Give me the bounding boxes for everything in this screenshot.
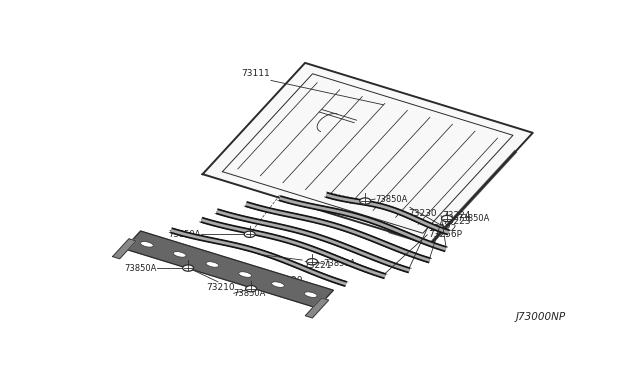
Polygon shape [113,239,136,259]
Text: 73222: 73222 [428,224,456,233]
Text: 73220: 73220 [275,276,303,285]
Text: 73111: 73111 [242,70,271,78]
Ellipse shape [304,292,317,297]
Polygon shape [203,63,532,244]
Text: 73850A: 73850A [169,230,201,239]
Text: 73850A: 73850A [234,289,266,298]
Ellipse shape [239,272,252,277]
Circle shape [182,265,193,271]
Text: 73850A: 73850A [457,214,490,223]
Ellipse shape [173,251,186,257]
Text: 73256P: 73256P [428,230,462,239]
Text: 73221: 73221 [303,261,332,270]
Ellipse shape [141,241,154,247]
Text: 73850A: 73850A [125,264,157,273]
Ellipse shape [206,262,219,267]
Circle shape [360,198,371,204]
Text: 73224: 73224 [442,211,470,220]
Polygon shape [305,298,329,318]
Circle shape [246,286,257,292]
Polygon shape [124,231,333,308]
Circle shape [244,231,255,237]
Text: 73230: 73230 [408,209,437,218]
Circle shape [442,215,452,222]
Text: J73000NP: J73000NP [516,312,566,323]
Text: 73223: 73223 [442,218,470,227]
Text: 73850A: 73850A [323,259,355,268]
Circle shape [307,259,317,265]
Text: 73210: 73210 [207,283,235,292]
Text: 73850A: 73850A [375,195,408,203]
Ellipse shape [271,282,284,287]
